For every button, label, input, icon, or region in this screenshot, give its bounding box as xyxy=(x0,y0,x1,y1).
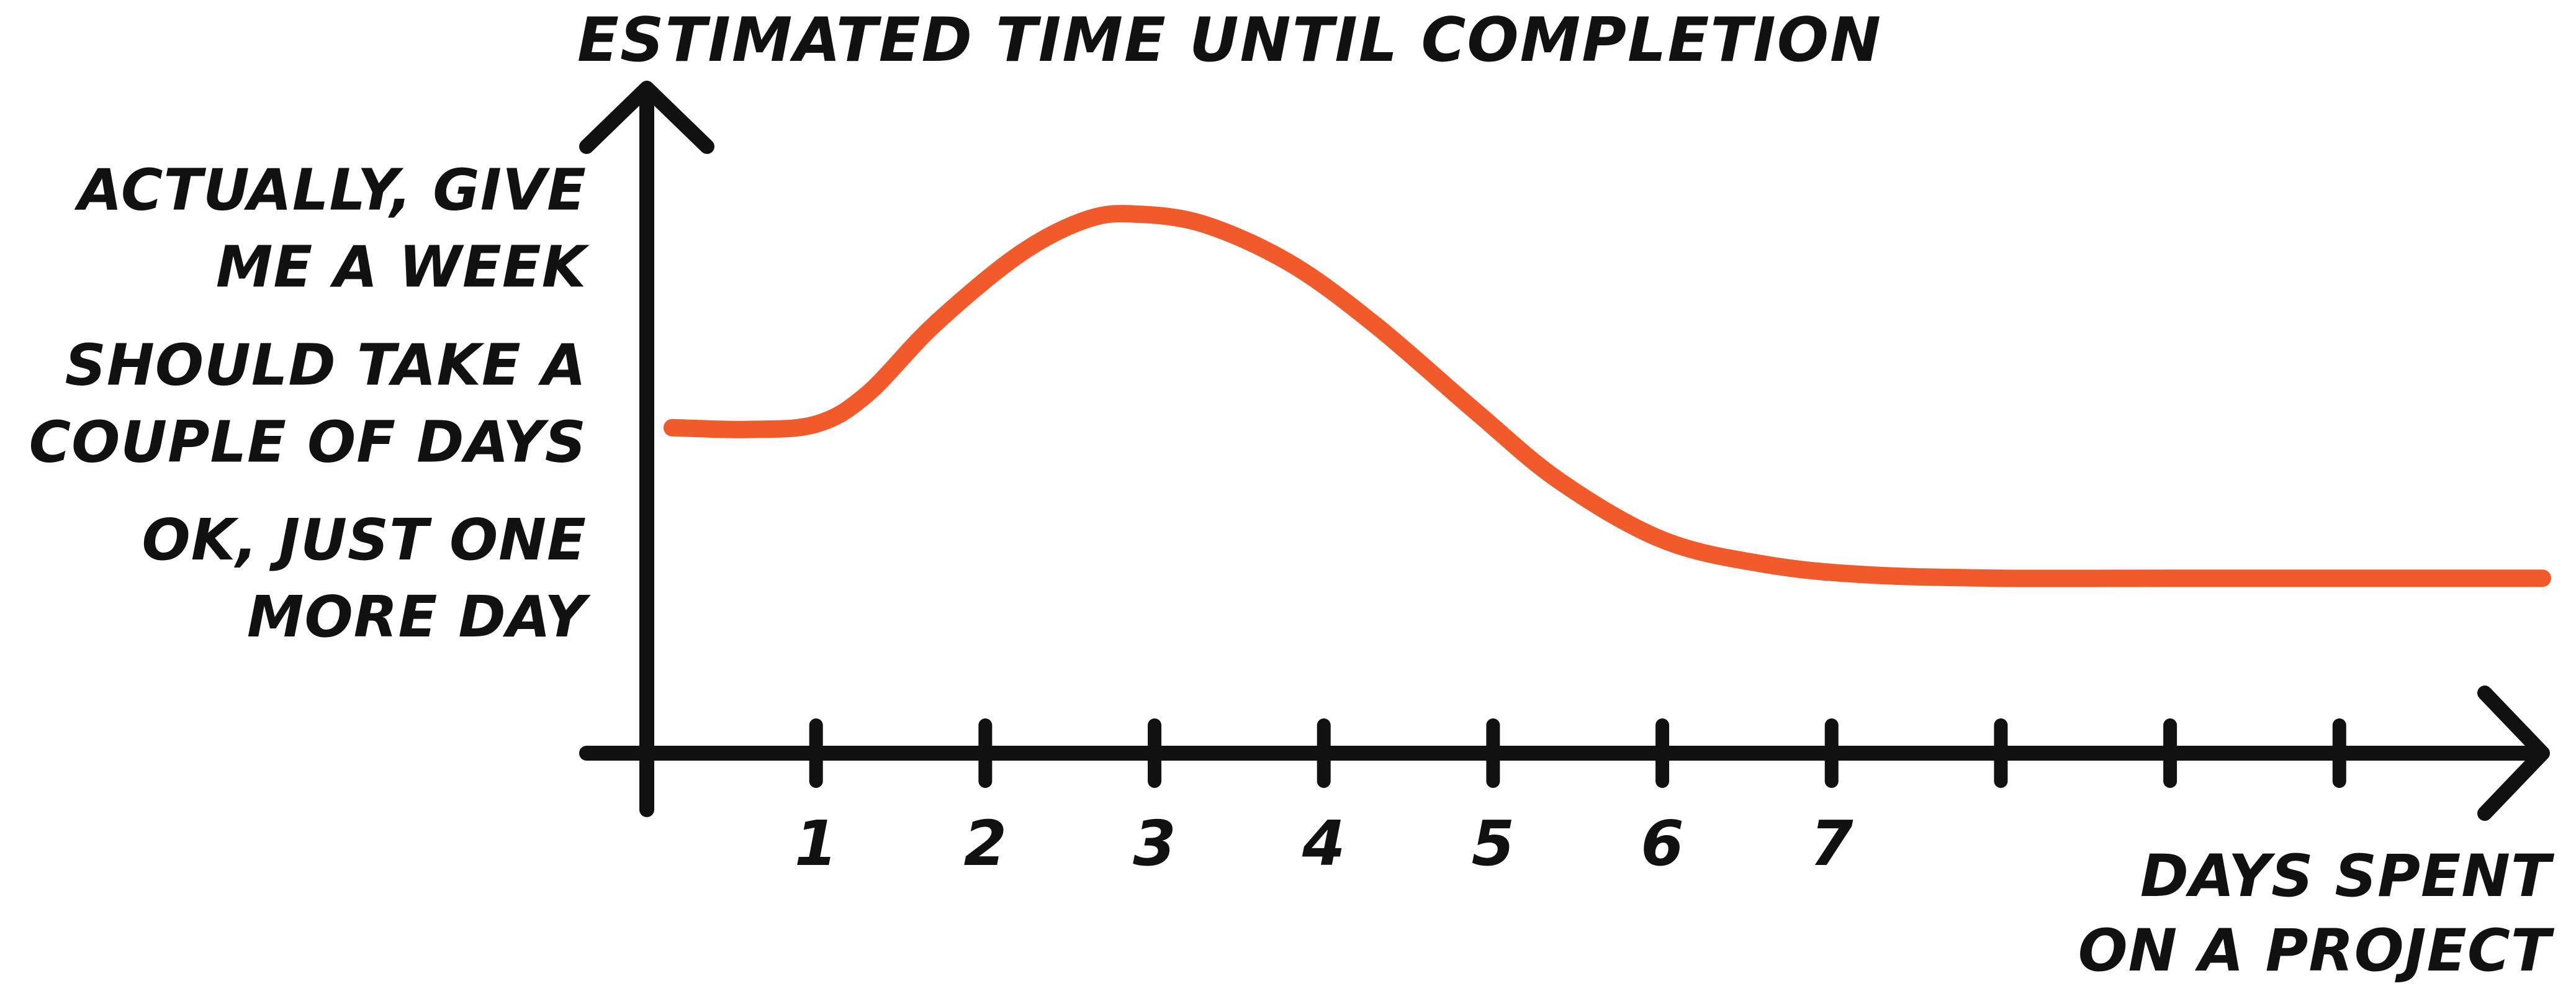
y-category-label: MORE DAY xyxy=(247,584,591,650)
y-axis xyxy=(579,81,714,817)
x-tick-label: 6 xyxy=(1641,807,1684,880)
x-axis-label: DAYS SPENT ON A PROJECT xyxy=(2078,843,2555,985)
y-category-label: COUPLE OF DAYS xyxy=(29,409,587,475)
x-axis xyxy=(579,686,2550,821)
x-tick-label: 5 xyxy=(1472,807,1515,880)
y-category-label: ACTUALLY, GIVE xyxy=(74,156,587,223)
y-axis-labels: ACTUALLY, GIVE ME A WEEK SHOULD TAKE A COUP… xyxy=(29,156,591,650)
x-tick-label: 2 xyxy=(964,807,1007,880)
x-tick-label: 1 xyxy=(795,807,838,880)
x-axis-label-line-2: ON A PROJECT xyxy=(2078,917,2555,985)
chart-title: ESTIMATED TIME UNTIL COMPLETION xyxy=(577,5,1882,76)
series-group xyxy=(663,205,2551,587)
y-category-label: SHOULD TAKE A xyxy=(65,332,587,398)
x-axis-label-line-1: DAYS SPENT xyxy=(2140,843,2555,910)
x-axis-ticks: 1 2 3 4 5 6 7 xyxy=(795,718,2346,880)
x-tick-label: 7 xyxy=(1810,807,1853,880)
y-category-label: ME A WEEK xyxy=(216,233,590,300)
y-category-label: OK, JUST ONE xyxy=(142,507,587,573)
series-line xyxy=(663,205,2551,587)
x-tick-label: 3 xyxy=(1133,807,1176,880)
x-tick-label: 4 xyxy=(1302,807,1346,880)
